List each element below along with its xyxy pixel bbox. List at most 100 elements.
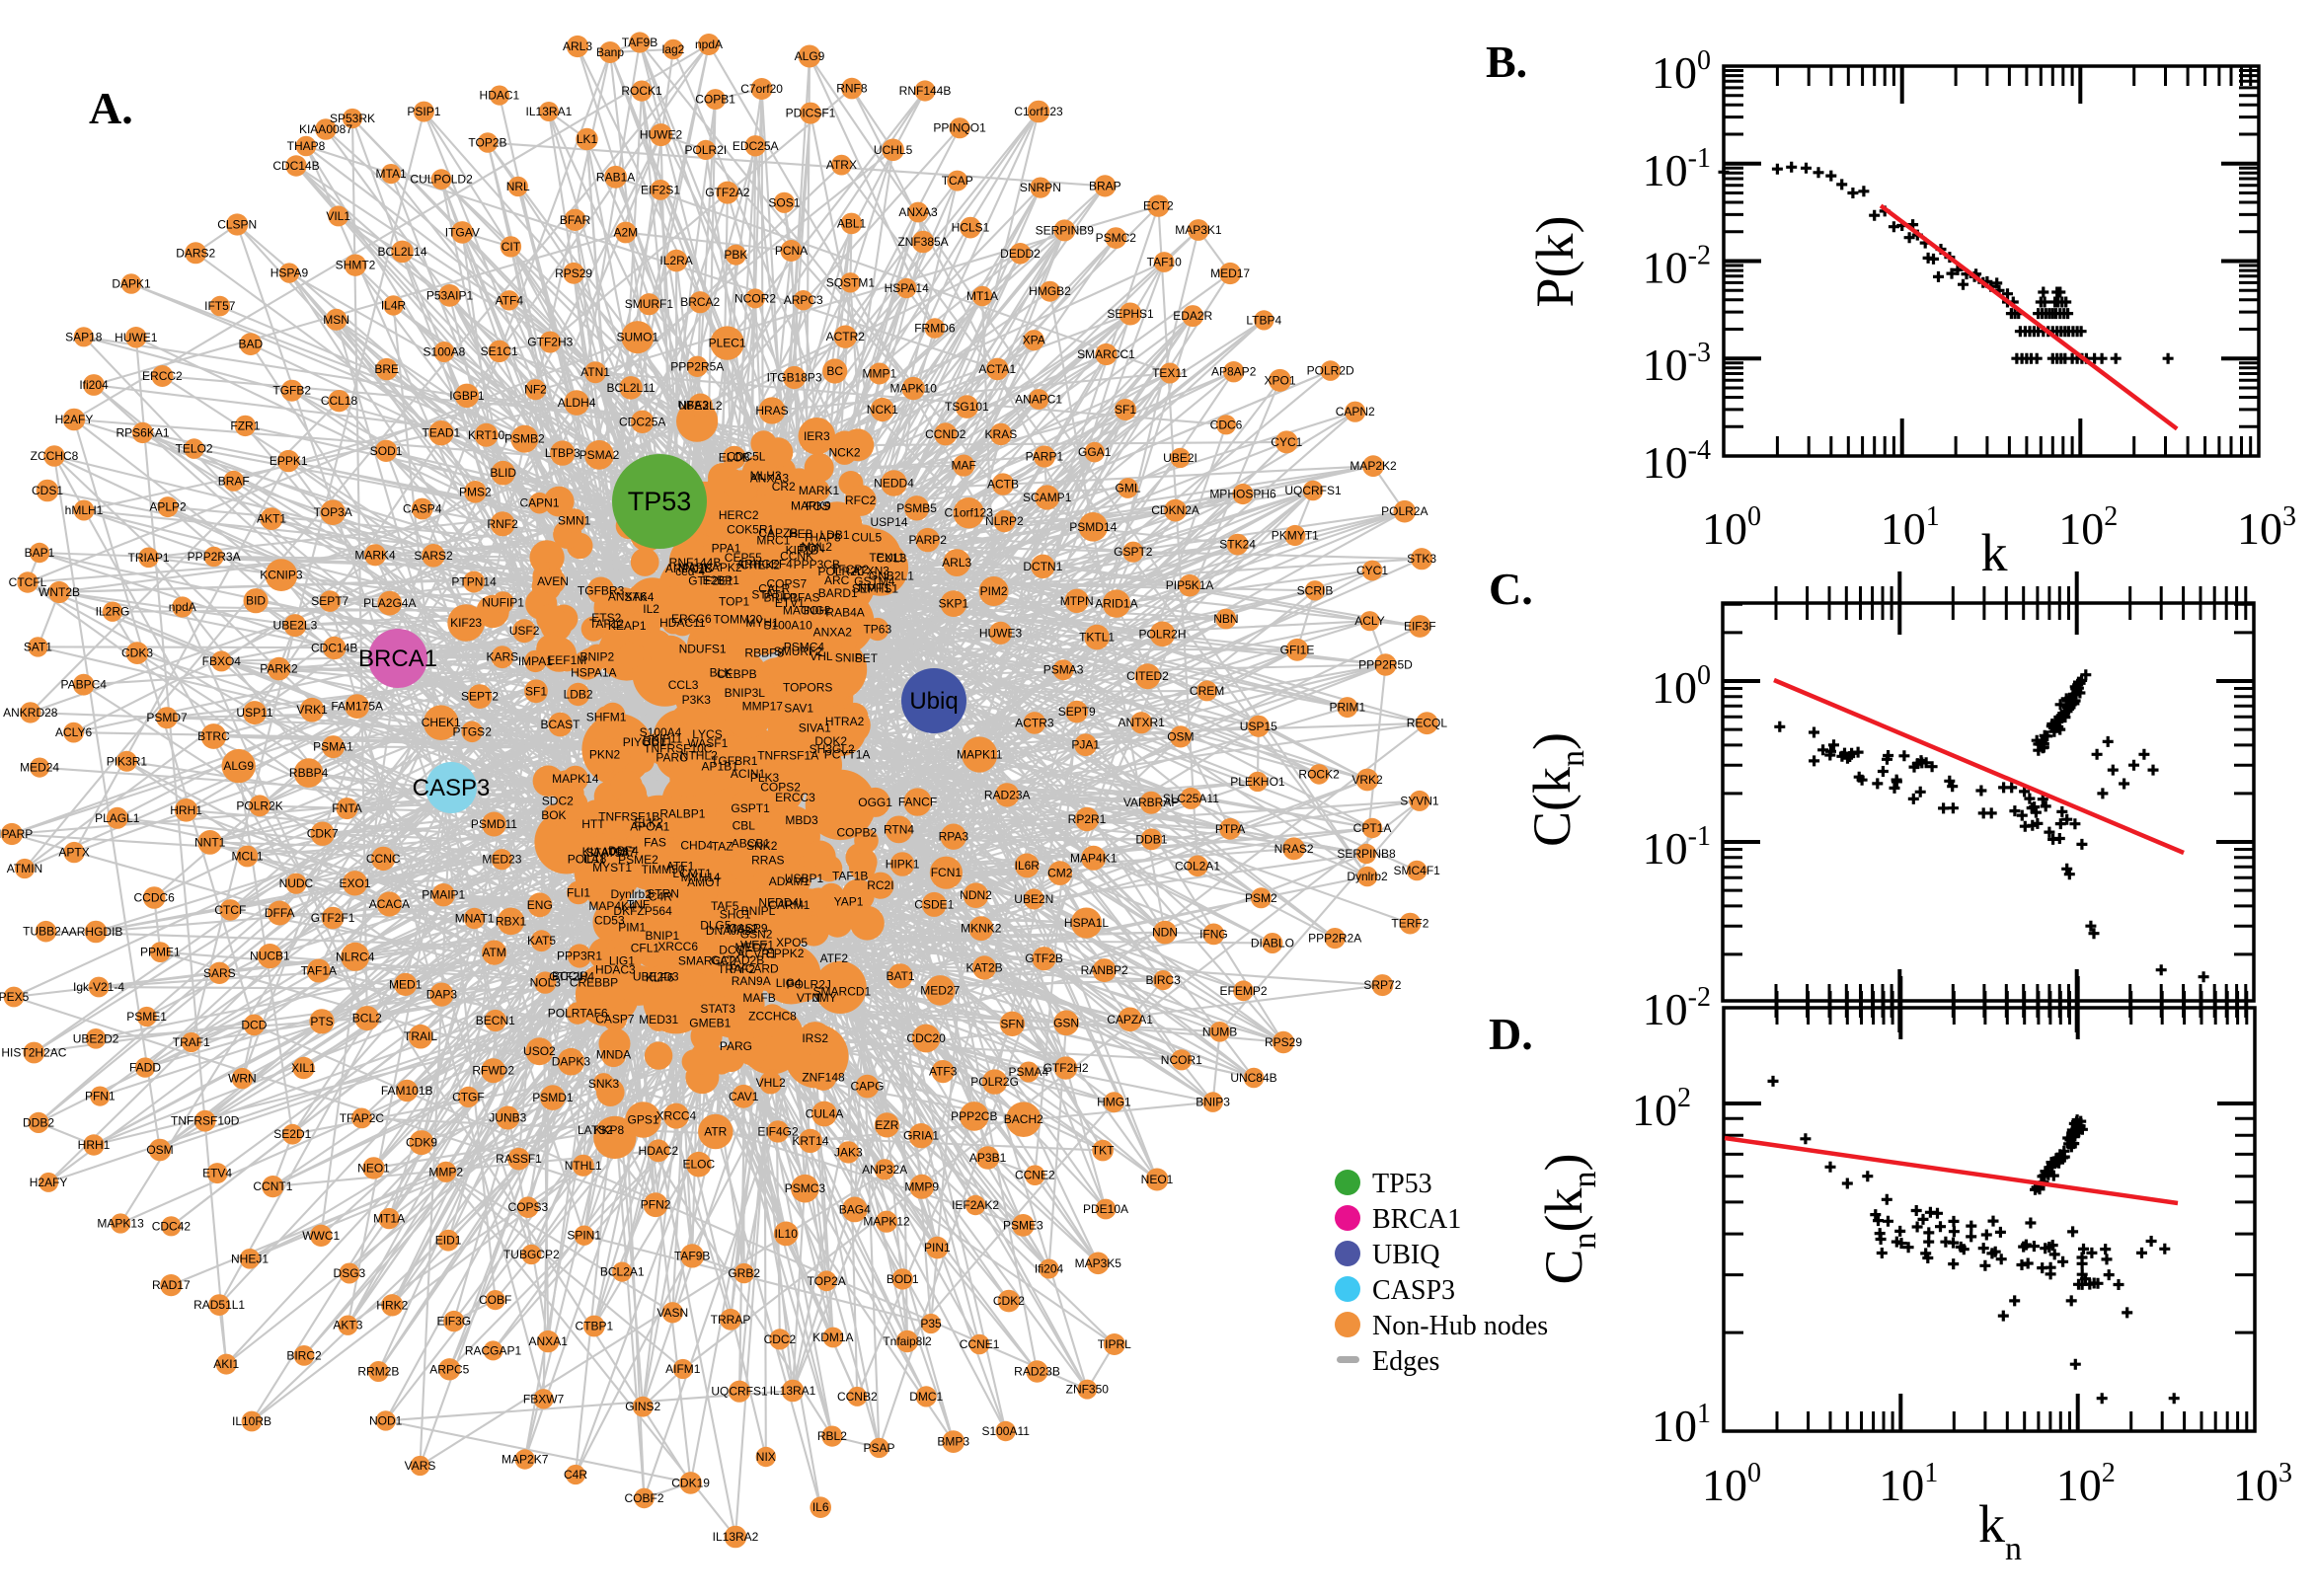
svg-text:NUFIP1: NUFIP1 [482, 595, 524, 609]
svg-text:RAB4A: RAB4A [825, 605, 864, 619]
svg-text:P(k): P(k) [1525, 216, 1584, 308]
svg-text:AKT1: AKT1 [257, 512, 286, 526]
svg-text:CDK9: CDK9 [406, 1136, 437, 1150]
svg-text:AIFM1: AIFM1 [665, 1362, 701, 1376]
svg-text:DCTN1: DCTN1 [1023, 560, 1062, 573]
svg-text:UBE2L3: UBE2L3 [273, 619, 318, 633]
svg-text:ATF2: ATF2 [820, 951, 849, 965]
svg-text:MED24: MED24 [20, 761, 59, 775]
svg-text:KRT14: KRT14 [792, 1134, 828, 1148]
svg-text:TAF10: TAF10 [1147, 256, 1182, 269]
svg-text:LTBP3: LTBP3 [545, 446, 580, 460]
svg-text:GTF2H2: GTF2H2 [1043, 1061, 1089, 1075]
svg-text:ARID1A: ARID1A [1095, 597, 1137, 611]
svg-text:PLEC1: PLEC1 [709, 337, 746, 350]
svg-text:PPINQO1: PPINQO1 [933, 121, 986, 135]
svg-text:FBXW7: FBXW7 [523, 1392, 565, 1406]
svg-text:POLR2I: POLR2I [685, 143, 728, 157]
svg-text:CCL3: CCL3 [668, 678, 699, 692]
svg-text:H2AFY: H2AFY [30, 1176, 68, 1189]
svg-text:RECQL: RECQL [1407, 717, 1448, 730]
svg-text:UNC84B: UNC84B [1230, 1071, 1276, 1085]
svg-text:PRIM1: PRIM1 [1329, 701, 1365, 715]
svg-text:RTN4: RTN4 [884, 822, 914, 836]
svg-text:MAP2K7: MAP2K7 [502, 1453, 549, 1467]
svg-text:KDM1A: KDM1A [812, 1330, 853, 1344]
svg-text:VRK2: VRK2 [1351, 773, 1383, 787]
svg-text:SIVA1: SIVA1 [799, 721, 831, 734]
svg-text:MAFB: MAFB [742, 991, 775, 1005]
svg-text:ANXA6: ANXA6 [608, 590, 648, 604]
svg-text:IEF2AK2: IEF2AK2 [952, 1198, 999, 1212]
svg-text:ACTR2: ACTR2 [826, 330, 866, 343]
svg-text:SF1: SF1 [1115, 403, 1136, 417]
svg-text:WNT2B: WNT2B [39, 585, 80, 599]
svg-text:CDC5L: CDC5L [727, 450, 766, 464]
svg-text:GGA1: GGA1 [1078, 445, 1112, 459]
svg-text:THAP8: THAP8 [287, 139, 326, 153]
svg-text:SQSTM1: SQSTM1 [826, 275, 876, 289]
svg-text:KRT10: KRT10 [468, 428, 504, 442]
svg-text:k: k [1981, 523, 2008, 582]
svg-text:PPP2CB: PPP2CB [951, 1109, 997, 1123]
svg-text:BOD1: BOD1 [887, 1272, 919, 1286]
svg-text:BMP3: BMP3 [937, 1435, 969, 1449]
svg-text:RPA3: RPA3 [939, 830, 969, 844]
svg-text:SMURF1: SMURF1 [625, 297, 674, 311]
svg-text:VASN: VASN [656, 1306, 688, 1320]
svg-text:SKP1: SKP1 [939, 597, 969, 611]
svg-text:ERCC2: ERCC2 [142, 369, 183, 383]
svg-text:JAK3: JAK3 [834, 1145, 863, 1159]
svg-text:SEPHS1: SEPHS1 [852, 582, 899, 596]
svg-text:IFNG: IFNG [1199, 927, 1228, 941]
svg-text:USO2: USO2 [523, 1044, 556, 1058]
svg-text:CPT1A: CPT1A [1353, 821, 1392, 835]
svg-text:WRN: WRN [228, 1072, 257, 1086]
svg-text:TKTL1: TKTL1 [1079, 631, 1115, 645]
svg-text:BIRC2: BIRC2 [286, 1348, 322, 1362]
svg-text:NCK2: NCK2 [828, 445, 860, 459]
svg-text:GTF2H3: GTF2H3 [527, 336, 573, 349]
svg-text:S100A8: S100A8 [424, 345, 466, 359]
svg-text:DDB2: DDB2 [23, 1115, 54, 1129]
svg-text:PCNA: PCNA [775, 244, 808, 258]
svg-text:CUL5: CUL5 [851, 530, 882, 544]
svg-text:CCNE1: CCNE1 [960, 1337, 1000, 1351]
svg-text:IFT57: IFT57 [204, 299, 236, 313]
svg-text:MTPN: MTPN [1060, 594, 1094, 608]
svg-text:FRMD6: FRMD6 [914, 322, 956, 336]
svg-text:MNAT1: MNAT1 [455, 912, 495, 926]
svg-text:RNF2: RNF2 [487, 517, 518, 531]
svg-text:TOP1: TOP1 [719, 594, 749, 608]
svg-text:SF1: SF1 [525, 684, 547, 698]
svg-text:BCL2: BCL2 [352, 1012, 382, 1026]
svg-text:CBL: CBL [733, 819, 756, 833]
svg-text:SUMO1: SUMO1 [616, 331, 658, 344]
svg-text:PIN1: PIN1 [924, 1241, 951, 1254]
svg-text:VRK1: VRK1 [296, 703, 328, 717]
svg-text:DSG3: DSG3 [334, 1266, 366, 1280]
svg-text:PLAGL1: PLAGL1 [95, 811, 140, 825]
svg-text:GTF2B: GTF2B [1025, 951, 1063, 965]
svg-text:PSMB2: PSMB2 [504, 432, 545, 446]
svg-text:IL18: IL18 [583, 852, 607, 866]
svg-text:RP2R1: RP2R1 [1068, 812, 1107, 826]
svg-text:HUWE1: HUWE1 [115, 331, 158, 344]
svg-text:PIK3R1: PIK3R1 [107, 754, 148, 768]
svg-text:ADAM1: ADAM1 [769, 874, 811, 888]
svg-text:NHEJ1: NHEJ1 [231, 1252, 269, 1265]
svg-text:SERPINB9: SERPINB9 [1036, 223, 1095, 237]
svg-text:MAPK11: MAPK11 [957, 748, 1003, 762]
svg-text:UBE2D2: UBE2D2 [73, 1031, 119, 1045]
svg-text:LDB2: LDB2 [564, 688, 593, 702]
svg-text:PSMD14: PSMD14 [1069, 520, 1117, 534]
svg-text:RAD51L1: RAD51L1 [193, 1298, 245, 1312]
svg-text:POLR2H: POLR2H [1138, 627, 1186, 641]
svg-text:SRP72: SRP72 [1363, 978, 1401, 992]
svg-text:NF2: NF2 [524, 383, 547, 397]
svg-text:CCDC6: CCDC6 [134, 891, 176, 905]
svg-text:FAM101B: FAM101B [381, 1084, 433, 1098]
svg-text:SE2D1: SE2D1 [273, 1127, 311, 1141]
svg-text:TOP2B: TOP2B [468, 136, 506, 150]
svg-text:KAT5: KAT5 [527, 934, 556, 948]
